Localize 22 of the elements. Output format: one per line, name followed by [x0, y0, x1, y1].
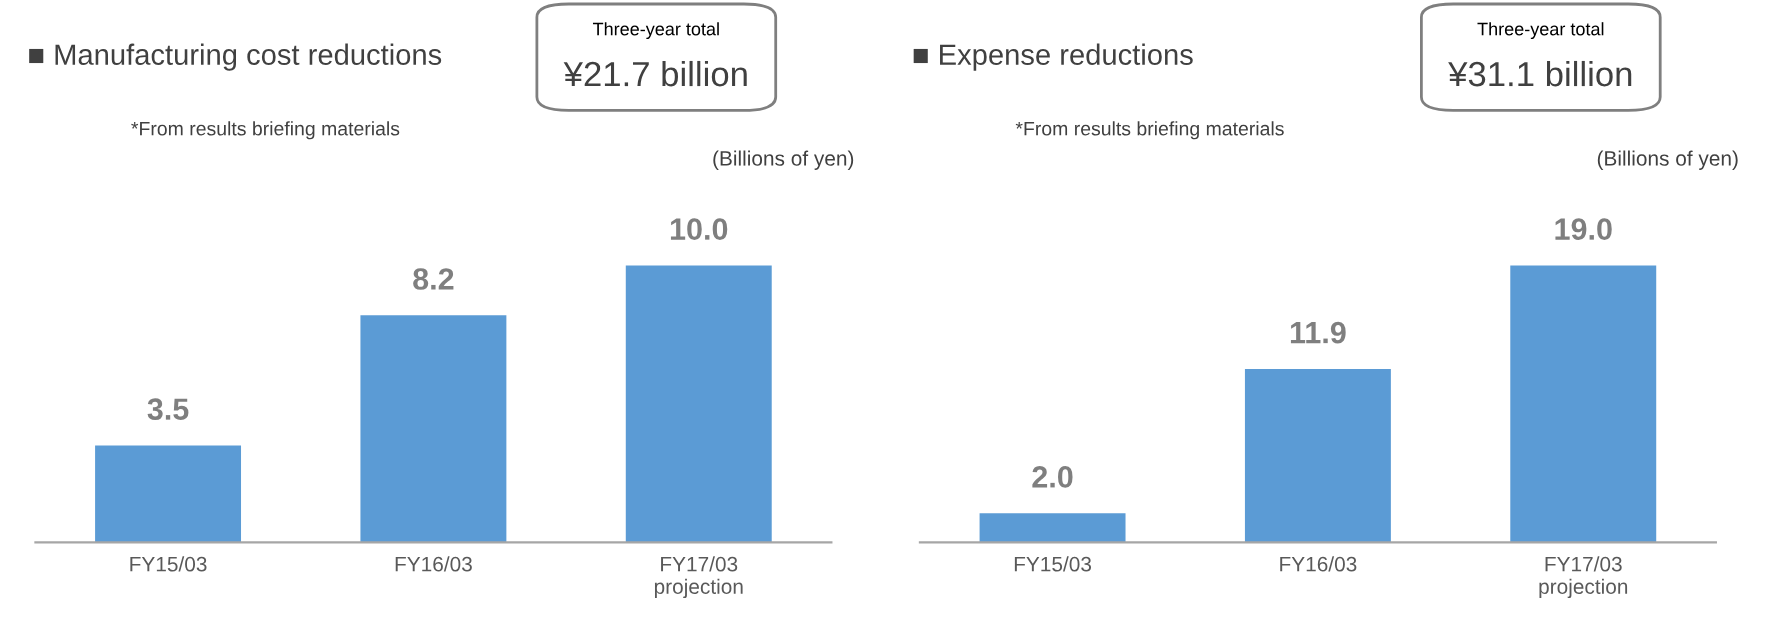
x-tick-label: FY17/03 projection [1539, 556, 1628, 599]
text: (Billions of yen) [713, 150, 854, 170]
text: (Billions of yen) [1597, 150, 1738, 170]
data-label: 10.0 [670, 218, 728, 240]
chart-title: ■ Expense reductions [913, 43, 1193, 71]
data-label: 11.9 [1290, 321, 1346, 344]
x-tick-label: FY15/03 [1014, 556, 1092, 572]
data-label: 2.0 [1032, 466, 1073, 488]
text: Three-year total [592, 22, 719, 40]
text: ¥21.7 billion [563, 60, 747, 87]
text: *From results briefing materials [1015, 121, 1284, 140]
chart-title: ■ Manufacturing cost reductions [29, 43, 442, 71]
x-tick-label: FY17/03 projection [654, 556, 743, 599]
data-label: 8.2 [413, 268, 454, 290]
x-tick-label: FY16/03 [1280, 556, 1357, 572]
x-tick-label: FY16/03 [395, 556, 472, 572]
data-label: 19.0 [1555, 218, 1612, 240]
data-label: 3.5 [147, 398, 189, 420]
text: *From results briefing materials [131, 121, 400, 140]
text: Three-year total [1477, 22, 1604, 40]
x-tick-label: FY15/03 [130, 556, 207, 572]
text: ¥31.1 billion [1448, 60, 1632, 87]
